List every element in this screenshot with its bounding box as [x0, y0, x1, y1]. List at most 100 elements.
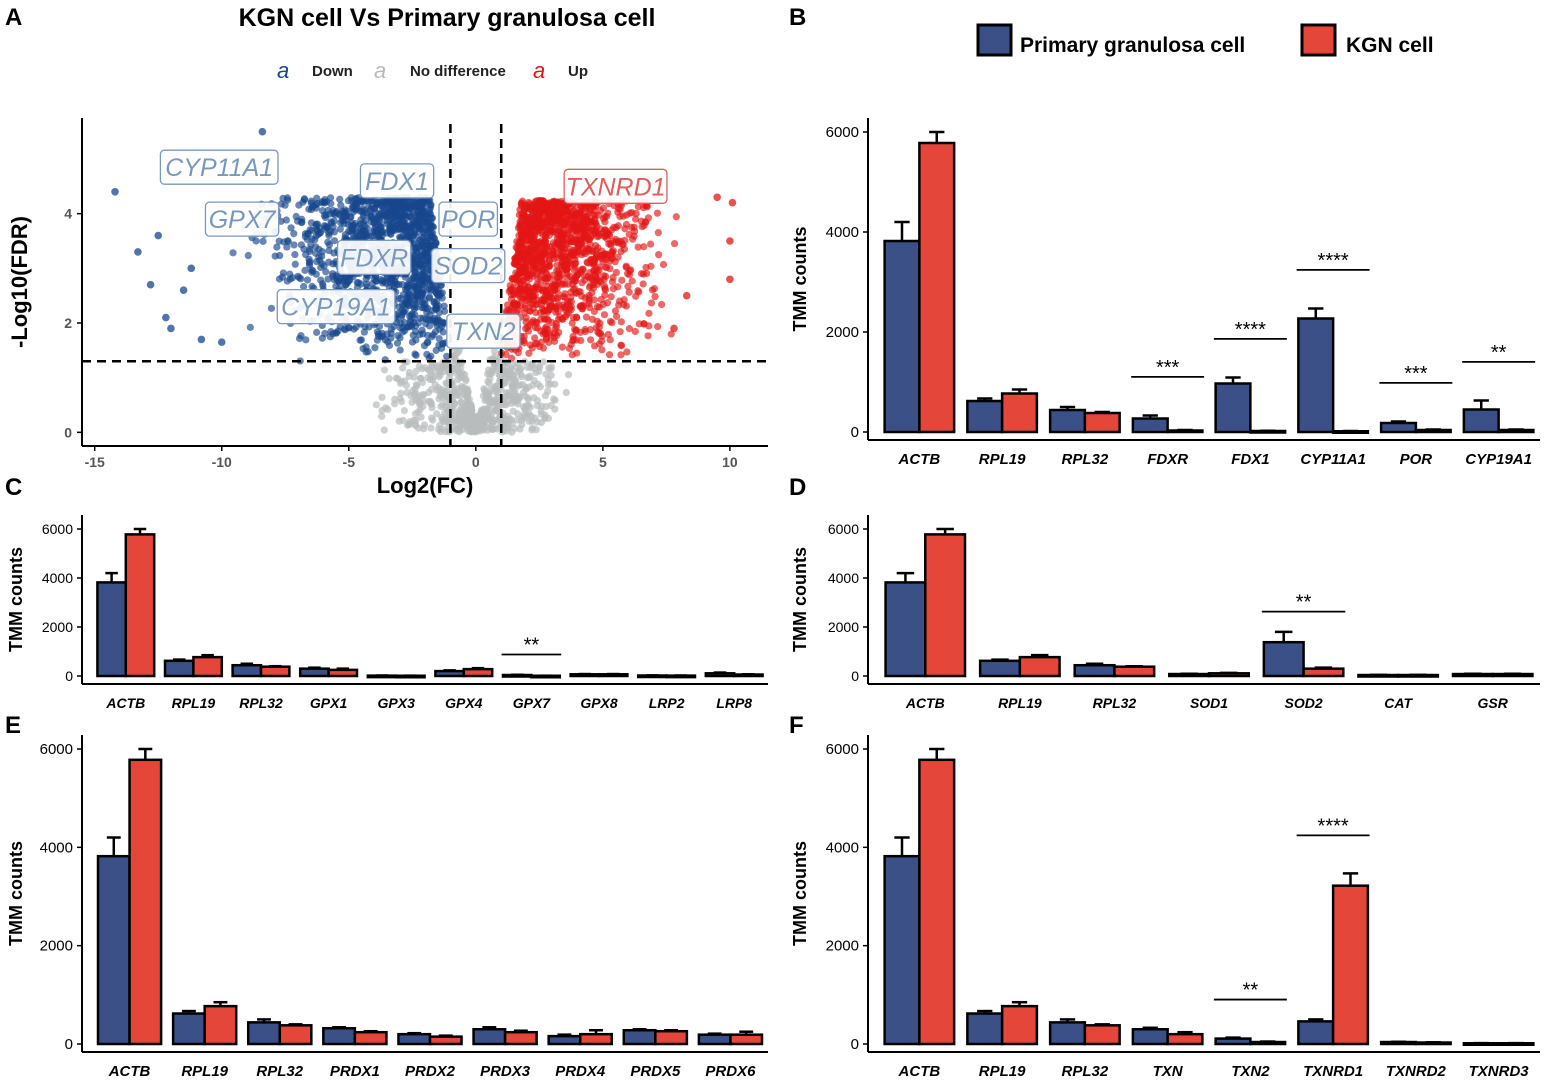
gene-label-text: FDX1 — [365, 168, 429, 196]
bar-kgn-rpl32 — [1083, 1024, 1121, 1046]
y-tick-label: 6000 — [826, 741, 859, 758]
gene-label-text: TXNRD1 — [566, 173, 666, 201]
point-down — [328, 270, 337, 278]
bar-kgn-por — [1414, 428, 1452, 434]
point-up — [531, 339, 540, 348]
gene-label-box — [204, 201, 280, 237]
gene-label-box — [446, 313, 521, 349]
gene-label-text: CYP11A1 — [165, 154, 273, 182]
point-no-difference — [544, 381, 553, 389]
point-down — [322, 268, 330, 276]
panel-letter-b: B — [789, 4, 806, 31]
point-down — [339, 213, 347, 221]
bar-primary-txnrd3 — [1462, 1042, 1500, 1047]
point-up — [521, 308, 529, 317]
point-up — [572, 289, 580, 297]
point-no-difference — [443, 386, 452, 394]
point-down — [409, 257, 417, 266]
gene-label-text: SOD2 — [434, 253, 502, 281]
point-down — [405, 322, 414, 330]
bar-primary-cat — [1357, 673, 1400, 678]
point-up — [521, 249, 529, 257]
point-up — [591, 272, 600, 280]
bar-primary-gpx4 — [434, 669, 466, 678]
point-no-difference — [490, 347, 499, 355]
point-up — [618, 241, 626, 249]
point-up — [632, 209, 640, 218]
point-up — [551, 325, 559, 333]
point-up — [593, 280, 602, 289]
point-no-difference — [443, 361, 451, 369]
point-up — [619, 212, 627, 220]
category-label-txn2: TXN2 — [1231, 1063, 1270, 1080]
bar-legend: Primary granulosa cell KGN cell — [976, 23, 1434, 57]
volcano-legend-up: Up — [568, 63, 588, 80]
bar-group-cyp19a1: CYP19A1 — [1462, 399, 1535, 468]
point-down — [409, 331, 417, 339]
point-up — [509, 283, 517, 291]
point-no-difference — [425, 366, 433, 374]
category-label-lrp8: LRP8 — [716, 695, 752, 711]
gene-label-box — [438, 201, 499, 237]
point-down — [290, 230, 298, 238]
point-down — [425, 293, 434, 301]
point-down — [327, 200, 335, 208]
point-no-difference — [491, 397, 499, 405]
bar-primary-txn — [1131, 1028, 1169, 1046]
category-label-rpl32: RPL32 — [1093, 695, 1137, 711]
point-up — [617, 341, 625, 349]
point-down — [420, 251, 428, 259]
point-down — [377, 276, 385, 284]
point-down — [371, 344, 379, 352]
category-label-prdx3: PRDX3 — [480, 1063, 531, 1080]
point-up — [571, 205, 579, 213]
category-label-rpl32: RPL32 — [239, 695, 283, 711]
point-down — [430, 299, 438, 307]
y-tick-label: 6000 — [826, 124, 859, 141]
point-no-difference — [452, 391, 460, 399]
point-down — [399, 291, 407, 299]
point-down — [436, 325, 444, 333]
point-up — [519, 231, 528, 239]
category-label-txnrd1: TXNRD1 — [1303, 1063, 1363, 1080]
y-tick-label: 2000 — [826, 324, 859, 341]
point-no-difference — [403, 388, 411, 397]
panel-letter-e: E — [5, 712, 21, 739]
point-up — [563, 273, 571, 282]
point-no-difference — [412, 367, 420, 375]
point-up — [645, 309, 653, 317]
point-no-difference — [504, 391, 512, 399]
point-down — [308, 268, 316, 276]
point-down — [337, 219, 345, 227]
bar-primary-por — [1379, 421, 1418, 434]
point-up — [572, 336, 580, 344]
category-label-rpl32: RPL32 — [1062, 1063, 1109, 1080]
point-up — [538, 197, 546, 205]
point-up — [623, 348, 631, 356]
point-up — [590, 259, 598, 267]
bar-primary-prdx4 — [547, 1034, 582, 1046]
point-down — [373, 229, 381, 237]
point-down — [351, 219, 359, 228]
bar-kgn-prdx2 — [428, 1035, 463, 1046]
y-tick-label: 0 — [851, 1036, 859, 1053]
bar-primary-prdx3 — [472, 1028, 507, 1046]
point-down — [300, 196, 309, 204]
point-no-difference — [438, 425, 446, 433]
point-up — [655, 251, 663, 259]
point-down — [273, 243, 281, 251]
point-outlier-up — [728, 198, 737, 207]
point-no-difference — [514, 410, 522, 418]
point-down — [288, 274, 297, 282]
point-no-difference — [380, 366, 389, 374]
point-no-difference — [517, 371, 525, 379]
point-up — [612, 268, 620, 277]
point-no-difference — [485, 366, 493, 374]
point-up — [643, 202, 651, 210]
point-up — [590, 205, 598, 214]
point-up — [601, 263, 609, 271]
point-no-difference — [400, 407, 408, 415]
point-outlier-down — [197, 335, 206, 344]
bar-kgn-gpx8 — [597, 673, 629, 678]
